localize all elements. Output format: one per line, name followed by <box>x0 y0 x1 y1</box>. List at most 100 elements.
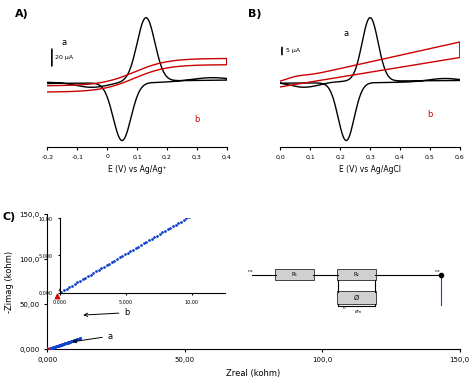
Point <box>56 342 64 348</box>
Point <box>49 344 57 351</box>
Point <box>81 255 88 262</box>
Point <box>71 337 79 343</box>
Point <box>63 340 70 346</box>
Point <box>57 285 65 291</box>
Point <box>52 344 59 350</box>
Point <box>70 338 78 344</box>
Point <box>47 345 55 351</box>
Point <box>102 236 110 242</box>
Point <box>48 345 55 351</box>
Text: b: b <box>194 115 200 124</box>
Point <box>65 339 73 345</box>
Point <box>111 230 118 236</box>
Text: A): A) <box>15 9 29 19</box>
Point <box>73 336 80 343</box>
Point <box>49 344 56 351</box>
Point <box>73 336 81 343</box>
Point <box>91 245 99 251</box>
Point <box>69 338 77 344</box>
Point <box>46 346 54 352</box>
Point <box>57 342 64 348</box>
Y-axis label: -Zimag (kohm): -Zimag (kohm) <box>5 251 14 313</box>
Point <box>82 254 89 260</box>
Point <box>46 346 53 352</box>
Point <box>61 280 68 286</box>
Text: 20 μA: 20 μA <box>55 55 73 60</box>
Point <box>88 248 95 255</box>
Point <box>99 239 107 245</box>
Point <box>93 244 100 250</box>
Point <box>109 232 116 238</box>
Point <box>51 344 59 350</box>
Point <box>52 343 60 349</box>
Point <box>96 242 103 248</box>
Point <box>61 340 69 346</box>
Point <box>79 257 87 263</box>
Point <box>76 260 84 266</box>
Point <box>50 344 58 350</box>
Point <box>51 344 58 350</box>
Point <box>75 261 82 267</box>
Point <box>71 337 78 343</box>
Point <box>57 342 65 348</box>
Point <box>58 341 66 348</box>
Point <box>64 339 72 345</box>
Point <box>68 338 76 344</box>
Point <box>54 343 62 349</box>
Point <box>73 263 81 269</box>
Point <box>102 237 109 243</box>
Point <box>106 234 113 240</box>
Point <box>107 233 115 239</box>
Point <box>108 232 116 238</box>
Point <box>54 343 61 349</box>
Text: a: a <box>343 29 348 38</box>
Point <box>61 341 68 347</box>
Point <box>44 346 52 353</box>
Point <box>44 346 51 353</box>
Point <box>97 240 105 246</box>
Point <box>84 252 91 258</box>
Point <box>67 338 75 344</box>
Point <box>68 338 75 344</box>
Point <box>48 345 56 351</box>
Point <box>54 293 61 299</box>
Text: B): B) <box>248 9 262 19</box>
Point <box>89 247 96 253</box>
Point <box>55 343 63 349</box>
Point <box>66 339 73 345</box>
Point <box>77 335 84 341</box>
Point <box>94 243 101 249</box>
Point <box>97 241 104 247</box>
Text: a: a <box>62 38 67 47</box>
Point <box>91 246 98 252</box>
Point <box>59 341 66 347</box>
Point <box>103 236 111 242</box>
Point <box>60 341 68 347</box>
Point <box>109 231 117 237</box>
Point <box>55 342 63 348</box>
X-axis label: E (V) vs Ag/AgCl: E (V) vs Ag/AgCl <box>339 165 401 174</box>
Point <box>69 338 76 344</box>
Point <box>112 229 120 235</box>
Point <box>55 343 62 349</box>
Point <box>72 337 79 343</box>
Point <box>58 341 65 348</box>
Point <box>85 250 93 257</box>
Point <box>72 337 80 343</box>
Text: a: a <box>73 332 113 343</box>
Point <box>68 270 75 276</box>
Point <box>65 339 73 345</box>
Point <box>62 340 69 346</box>
Point <box>63 275 71 281</box>
Text: b: b <box>428 110 433 119</box>
Point <box>59 341 67 347</box>
Point <box>90 247 97 253</box>
Point <box>100 238 108 244</box>
Point <box>78 258 85 264</box>
Point <box>74 336 82 342</box>
Point <box>74 336 82 342</box>
Point <box>72 265 79 271</box>
Point <box>107 233 114 240</box>
Point <box>95 242 102 248</box>
Point <box>86 250 94 256</box>
